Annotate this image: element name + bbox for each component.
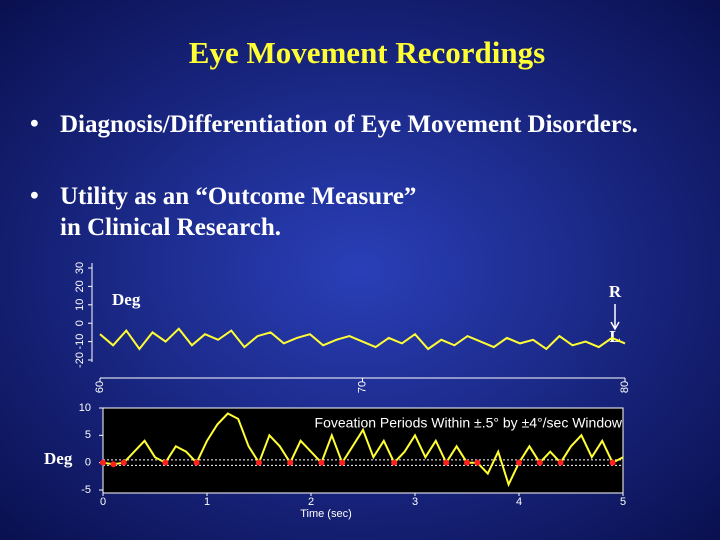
foveation-point (256, 459, 262, 466)
foveation-point (557, 459, 564, 466)
foveation-point (609, 459, 616, 466)
foveation-point (339, 459, 346, 466)
foveation-point (110, 461, 117, 468)
x-tick-label: 1 (204, 496, 210, 508)
y-tick-label: -10 (74, 334, 86, 350)
foveation-point (516, 459, 522, 466)
foveation-point (287, 459, 294, 466)
x-label: Time (sec) (300, 508, 352, 520)
y-tick-label: 20 (74, 280, 86, 292)
foveation-point (120, 459, 127, 466)
data-line (99, 327, 626, 351)
foveation-point (536, 459, 543, 466)
x-tick-label: 70 (356, 381, 368, 393)
y-tick-label: 0 (74, 320, 86, 326)
x-tick-label: 3 (412, 496, 418, 508)
foveation-point (391, 459, 398, 466)
x-tick-label: 0 (100, 496, 106, 508)
y-tick-label: 5 (85, 429, 91, 441)
x-tick-label: 5 (620, 496, 626, 508)
bullet-marker: • (30, 183, 39, 210)
plot-box (102, 407, 624, 494)
annotation: R (609, 282, 622, 301)
y-label: Deg (112, 290, 141, 309)
x-tick-label: 80 (619, 381, 631, 393)
slide-title: Eye Movement Recordings (189, 35, 545, 70)
foveation-point (162, 459, 169, 466)
x-tick-label: 60 (94, 381, 106, 393)
foveation-point (318, 459, 325, 466)
bullet-marker: • (30, 111, 39, 138)
foveation-point (474, 459, 481, 466)
foveation-point (193, 459, 200, 466)
y-tick-label: 0 (85, 457, 91, 469)
bullet: Utility as an “Outcome Measure” in Clinic… (60, 183, 416, 241)
foveation-point (443, 459, 450, 466)
x-tick-label: 4 (516, 496, 522, 508)
x-tick-label: 2 (308, 496, 314, 508)
arrow (610, 304, 620, 331)
y-tick-label: 10 (74, 299, 86, 311)
foveation-point (464, 459, 470, 466)
y-label: Deg (44, 449, 73, 468)
y-tick-label: -20 (74, 352, 86, 368)
data-line (102, 412, 624, 488)
y-tick-label: 10 (79, 402, 91, 414)
y-tick-label: -5 (81, 484, 91, 496)
plot-title: Foveation Periods Within ±.5° by ±4°/sec… (315, 415, 623, 431)
y-tick-label: 30 (74, 262, 86, 274)
annotation: L (609, 327, 620, 346)
foveation-point (100, 459, 106, 466)
bullet: Diagnosis/Differentiation of Eye Movemen… (60, 111, 638, 138)
